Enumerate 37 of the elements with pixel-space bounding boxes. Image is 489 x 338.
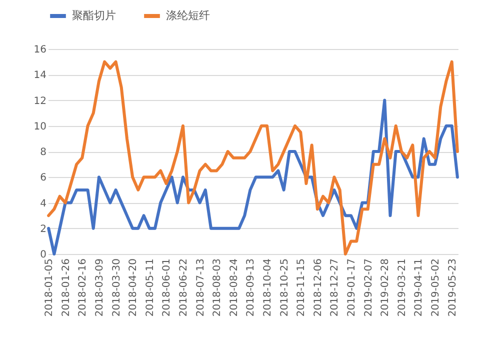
y-tick-label: 4 (40, 198, 46, 210)
y-tick-label: 0 (40, 250, 46, 260)
x-tick-label: 2019-02-28 (380, 258, 392, 317)
x-tick-label: 2018-03-30 (111, 258, 122, 317)
x-tick-label: 2018-05-11 (144, 258, 156, 317)
x-tick-label: 2019-02-07 (363, 258, 374, 317)
x-tick-label: 2018-06-22 (178, 258, 190, 317)
x-tick-label: 2018-07-13 (195, 258, 206, 317)
x-tick-label: 2018-02-16 (78, 258, 89, 317)
x-tick-label: 2019-05-02 (430, 258, 442, 317)
y-tick-label: 12 (34, 96, 46, 107)
x-tick-label: 2018-08-03 (212, 258, 224, 317)
x-tick-label: 2018-01-26 (60, 258, 72, 317)
x-tick-label: 2019-04-11 (414, 258, 425, 317)
legend-label: 涤纶短纤 (166, 9, 210, 22)
line-series (47, 60, 459, 256)
legend-label: 聚酯切片 (72, 9, 116, 22)
y-tick-label: 6 (40, 172, 46, 184)
x-tick-label: 2019-05-23 (447, 258, 458, 317)
y-tick-label: 8 (40, 147, 46, 158)
y-tick-label: 14 (34, 70, 46, 82)
x-tick-label: 2018-08-24 (228, 258, 240, 317)
x-tick-label: 2018-10-04 (262, 258, 274, 317)
x-tick-label: 2018-04-20 (128, 258, 140, 317)
y-tick-label: 2 (40, 224, 46, 235)
x-tick-label: 2018-03-09 (94, 258, 106, 317)
x-tick-label: 2018-06-01 (162, 258, 173, 317)
x-tick-label: 2018-10-25 (279, 258, 290, 317)
x-tick-label: 2018-12-06 (312, 258, 324, 317)
x-tick-label: 2018-09-13 (246, 258, 257, 317)
y-tick-label: 10 (34, 121, 46, 132)
x-tick-label: 2018-12-27 (330, 258, 341, 317)
y-tick-label: 16 (34, 44, 46, 56)
x-tick-label: 2018-11-15 (296, 258, 308, 317)
x-tick-label: 2019-01-17 (346, 258, 358, 317)
x-tick-label: 2018-01-05 (44, 258, 56, 317)
x-tick-label: 2019-03-21 (396, 258, 408, 317)
